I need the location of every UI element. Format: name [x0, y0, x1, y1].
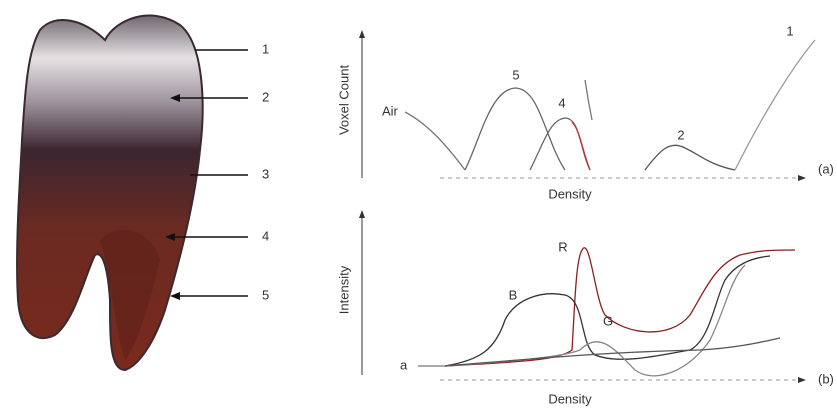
peak-label: 4 — [558, 95, 565, 110]
tooth-label: 5 — [262, 287, 269, 302]
plot-tag: (a) — [818, 161, 834, 176]
curve-label: R — [558, 239, 567, 254]
curve-b — [445, 256, 770, 366]
curve-r — [445, 248, 795, 366]
curve-air — [405, 112, 465, 170]
tooth — [17, 16, 203, 370]
curve-3 — [585, 80, 592, 120]
figure: 1 2 3 4 5 Voxel Count Density Air (a) 5 … — [0, 0, 837, 410]
peak-label: 5 — [512, 67, 519, 82]
tooth-label: 1 — [262, 41, 269, 56]
peak-label: 2 — [677, 127, 684, 142]
tooth-label: 3 — [262, 166, 269, 181]
curve-label: G — [603, 313, 613, 328]
curve-baseline — [445, 338, 780, 366]
x-axis-label: Density — [548, 391, 592, 406]
curve-4-red — [572, 122, 590, 170]
x-axis-label: Density — [548, 186, 592, 201]
curve-label: B — [509, 287, 518, 302]
y-axis-label: Voxel Count — [336, 65, 351, 135]
tooth-label: 2 — [262, 89, 269, 104]
peak-label: 1 — [786, 23, 793, 38]
curve-1 — [735, 40, 815, 170]
start-label: a — [400, 357, 408, 372]
plot-tag: (b) — [818, 371, 834, 386]
y-axis-label: Intensity — [336, 265, 351, 314]
tooth-label: 4 — [262, 228, 269, 243]
curve-2 — [645, 145, 735, 170]
air-label: Air — [382, 103, 399, 118]
